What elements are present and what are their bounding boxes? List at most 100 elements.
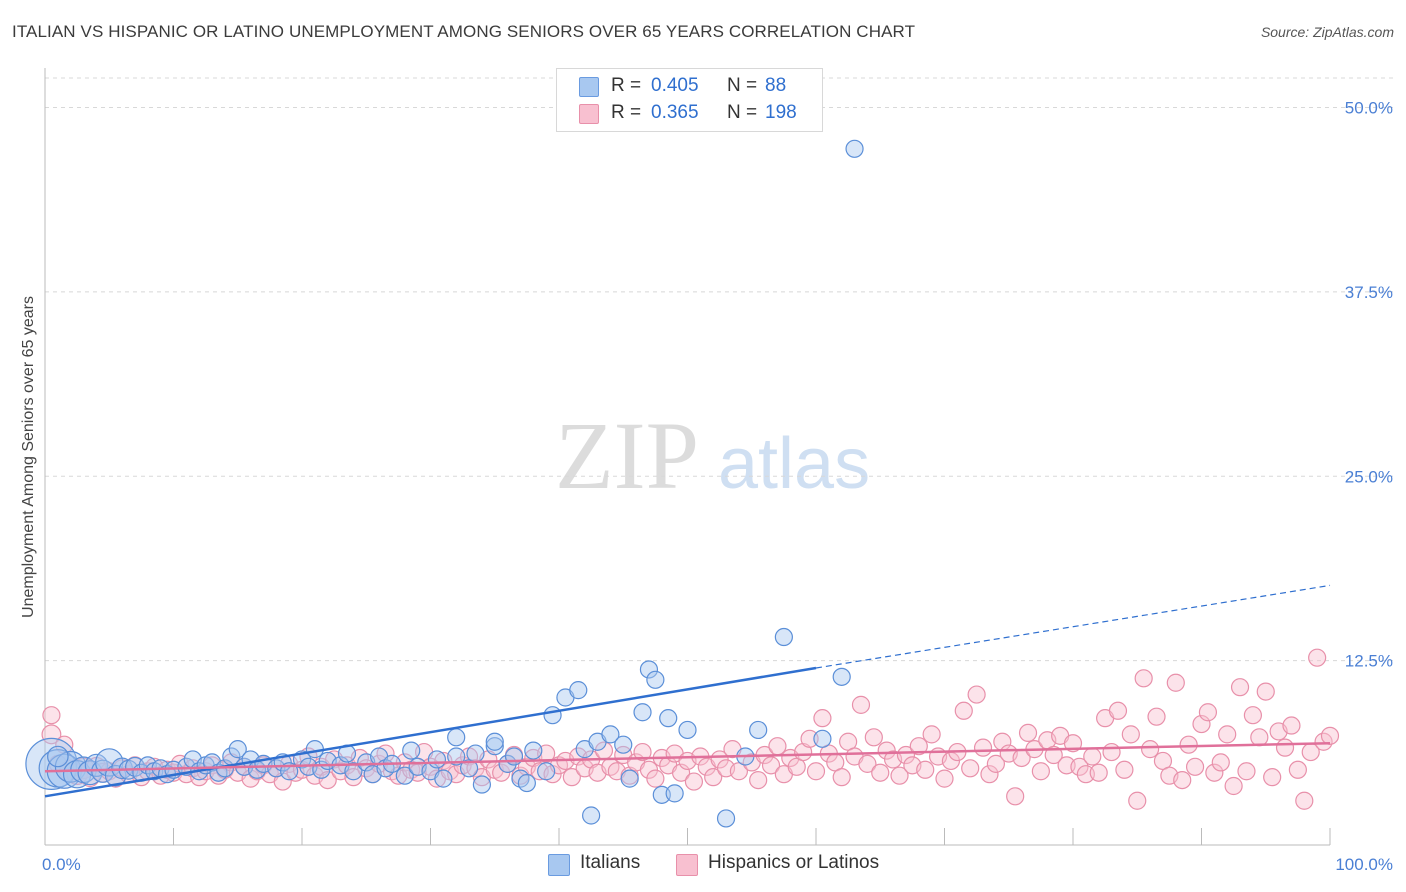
grid-lines [45,77,1395,662]
data-point [524,741,543,760]
data-point [228,740,247,759]
data-point [967,685,986,704]
data-point [813,709,832,728]
data-point [806,762,826,781]
data-point [1121,725,1140,744]
data-point [973,738,993,757]
legend-swatch-italians [579,77,599,97]
italians-label: Italians [580,852,641,873]
data-point [633,742,652,762]
data-point [1134,669,1153,688]
y-axis-title: Unemployment Among Seniors over 65 years [20,296,37,618]
legend-r-value: 0.365 [651,102,699,123]
data-point [1089,763,1108,782]
data-point [504,747,524,766]
data-point [472,775,491,794]
y-tick-label: 50.0% [1345,99,1393,118]
data-point [1070,757,1089,776]
data-point [1140,740,1160,759]
data-point [800,729,819,748]
italians-trend-extension [815,584,1331,669]
data-point [678,720,697,740]
watermark-atlas: atlas [718,424,870,504]
data-point [47,745,69,768]
data-point [749,720,768,740]
data-point [427,750,447,769]
data-point [633,703,652,722]
data-point [344,768,363,787]
data-point [1205,763,1224,782]
data-point [1263,768,1282,787]
data-point [864,728,883,747]
data-point [813,729,832,748]
data-point [659,709,678,728]
data-point [980,765,999,784]
data-point [1063,734,1083,753]
data-point [1256,682,1275,701]
data-point [402,741,421,760]
x-tick-label: 0.0% [42,855,81,874]
italians-swatch [548,854,570,876]
data-point [485,737,504,756]
data-point [832,667,851,686]
y-tick-label: 12.5% [1345,652,1393,671]
data-point [1108,701,1128,720]
data-point [1237,762,1256,781]
data-point [832,768,851,787]
data-point [1295,791,1314,810]
data-point [954,701,973,720]
data-point [1288,760,1307,779]
x-tick-label: 100.0% [1335,855,1393,874]
watermark: ZIP atlas [555,402,870,509]
data-point [1320,726,1340,745]
data-point [749,770,768,790]
data-point [646,769,665,788]
data-point [395,766,414,785]
data-point [1173,770,1192,790]
data-point [1192,714,1211,734]
data-point [318,770,337,790]
data-point [986,754,1006,773]
data-point [935,769,954,788]
data-point [1218,725,1237,744]
data-point [1083,747,1102,766]
data-point [1006,787,1025,806]
legend-r-label: R = [611,75,642,96]
data-point [447,728,466,747]
data-point [1128,791,1147,810]
legend-r-label: R = [611,102,642,123]
legend-n-value: 198 [765,102,797,123]
data-point [646,670,665,689]
data-point [517,773,536,793]
data-point [684,772,704,791]
chart-title: ITALIAN VS HISPANIC OR LATINO UNEMPLOYME… [12,22,916,41]
data-point [1185,757,1205,776]
data-point [639,660,659,679]
data-point [671,763,691,782]
data-point [1243,706,1263,725]
data-point [890,766,909,785]
data-point [1198,703,1218,722]
legend-n-label: N = [727,102,758,123]
data-point [961,759,980,778]
data-point [569,681,588,700]
italians-points [25,139,864,828]
data-point [447,747,466,766]
data-point [614,735,633,754]
data-point [922,725,941,744]
legend: R = 0.405 N = 88 R = 0.365 N = 198 [556,68,823,132]
data-point [774,627,793,647]
data-point [1275,738,1295,757]
legend-r-value: 0.405 [651,75,699,96]
data-point [537,762,556,781]
y-tick-label: 37.5% [1345,283,1393,302]
data-point [1230,678,1250,697]
watermark-zip: ZIP [555,402,699,509]
data-point [1031,762,1050,781]
data-point [665,784,684,803]
data-point [1166,673,1185,692]
data-point [582,806,601,825]
data-point [761,756,781,775]
data-point [1147,707,1166,726]
data-point [851,695,871,714]
